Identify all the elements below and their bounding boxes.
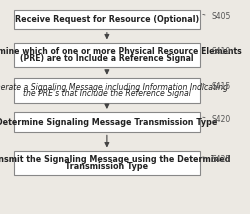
Text: Receive Request for Resource (Optional): Receive Request for Resource (Optional)	[15, 15, 199, 24]
Text: S410: S410	[211, 47, 231, 56]
Text: Generate a Signaling Message including Information Indicating: Generate a Signaling Message including I…	[0, 83, 228, 92]
Bar	[14, 43, 200, 67]
Text: Transmission Type: Transmission Type	[65, 162, 148, 171]
Text: Transmit the Signaling Message using the Determined: Transmit the Signaling Message using the…	[0, 156, 230, 165]
Text: S405: S405	[211, 12, 231, 21]
Bar	[14, 10, 200, 29]
Text: the PRE's that Include the Reference Signal: the PRE's that Include the Reference Sig…	[23, 89, 191, 98]
Bar	[14, 151, 200, 175]
Bar	[14, 112, 200, 132]
Bar	[14, 78, 200, 103]
Text: Determine which of one or more Physical Resource Elements: Determine which of one or more Physical …	[0, 48, 241, 56]
Text: (PRE) are to Include a Reference Signal: (PRE) are to Include a Reference Signal	[20, 54, 194, 63]
Text: S425: S425	[211, 155, 231, 164]
Text: Determine Signaling Message Transmission Type: Determine Signaling Message Transmission…	[0, 118, 218, 127]
Text: S420: S420	[211, 115, 231, 124]
Text: S415: S415	[211, 82, 231, 91]
